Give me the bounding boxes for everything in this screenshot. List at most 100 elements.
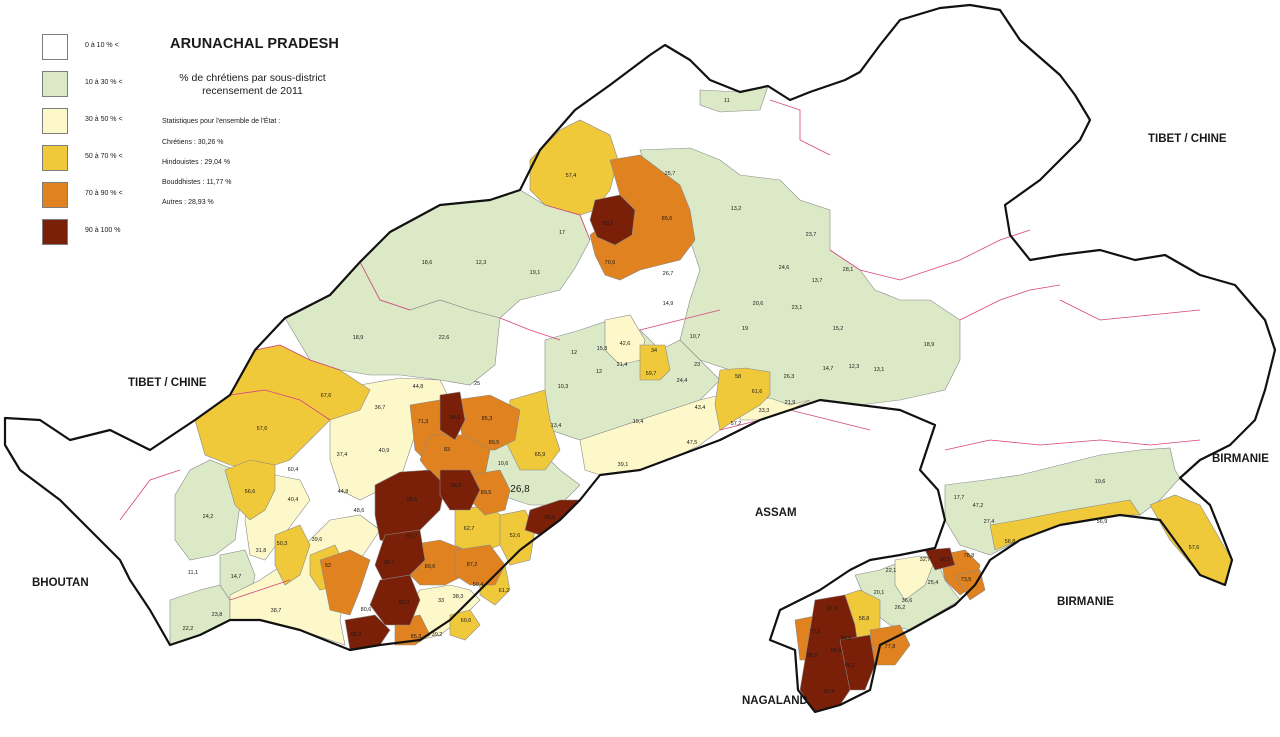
subdistrict-value: 50,3 <box>277 541 288 547</box>
subdistrict-value: 70,6 <box>605 260 616 266</box>
subdistrict-value: 93,7 <box>407 534 418 540</box>
subdistrict-value: 96,1 <box>940 557 951 563</box>
region-yellow-west2 <box>224 459 276 521</box>
subdistrict-value: 42,6 <box>620 341 631 347</box>
subdistrict-value: 62,7 <box>464 526 475 532</box>
label-assam: ASSAM <box>755 507 797 519</box>
subdistrict-value: 40,4 <box>288 497 299 503</box>
legend-swatch <box>42 182 68 208</box>
subdistrict-value: 36,6 <box>902 598 913 604</box>
subdistrict-value: 99,2 <box>351 632 362 638</box>
subdistrict-value: 56,6 <box>245 489 256 495</box>
region-yellow-north <box>529 119 619 216</box>
region-dark-c5 <box>369 574 421 626</box>
subdistrict-value: 12 <box>571 350 577 356</box>
subdistrict-value: 11 <box>724 98 730 104</box>
subdistrict-value: 44,8 <box>413 384 424 390</box>
label-bhutan: BHOUTAN <box>32 577 89 589</box>
region-yellow-far-east <box>1149 494 1233 586</box>
subdistrict-value: 13,7 <box>812 278 823 284</box>
legend-item: 70 à 90 % < <box>42 182 162 219</box>
subdistrict-value: 59,7 <box>646 371 657 377</box>
subdistrict-value: 20,1 <box>874 590 885 596</box>
label-burma-south: BIRMANIE <box>1057 596 1114 608</box>
subdistrict-value: 12 <box>596 369 602 375</box>
subdistrict-value: 25,4 <box>928 580 939 586</box>
legend-label: 30 à 50 % < <box>85 116 123 123</box>
subdistrict-value: 98,3 <box>451 483 462 489</box>
subdistrict-value: 13,1 <box>874 367 885 373</box>
subdistrict-value: 25,7 <box>665 171 676 177</box>
subdistrict-value: 39,1 <box>618 462 629 468</box>
subdistrict-value: 98,6 <box>841 636 852 642</box>
region-orange-s1 <box>319 549 371 616</box>
district-boundaries <box>119 99 1201 601</box>
subdistrict-value: 57,6 <box>1189 545 1200 551</box>
region-yellow-c4 <box>639 344 671 381</box>
subdistrict-value: 26,8 <box>510 484 530 495</box>
subdistrict-value: 19,1 <box>530 270 541 276</box>
legend: 0 à 10 % < 10 à 30 % < 30 à 50 % < 50 à … <box>42 34 162 256</box>
legend-swatch <box>42 145 68 171</box>
region-dark-s <box>344 614 391 651</box>
legend-swatch <box>42 34 68 60</box>
legend-label: 70 à 90 % < <box>85 190 123 197</box>
legend-label: 10 à 30 % < <box>85 79 123 86</box>
subdistrict-value: 18,9 <box>353 335 364 341</box>
region-dark-c2 <box>374 469 446 546</box>
subdistrict-value: 15,8 <box>597 346 608 352</box>
subdistrict-value: 23 <box>694 362 700 368</box>
subdistrict-value: 52 <box>325 563 331 569</box>
stats-heading: Statistiques pour l'ensemble de l'État : <box>162 118 281 125</box>
subdistrict-value: 27,4 <box>984 519 995 525</box>
subdistrict-value: 26,3 <box>784 374 795 380</box>
subdistrict-value: 97,3 <box>827 606 838 612</box>
subdistrict-value: 48,6 <box>354 508 365 514</box>
subdistrict-value: 96,5 <box>545 515 556 521</box>
subdistrict-value: 36,7 <box>375 405 386 411</box>
subdistrict-value: 56,8 <box>1005 539 1016 545</box>
subdistrict-value: 96,5 <box>807 653 818 659</box>
region-light-green-north-east <box>639 147 961 421</box>
subdistrict-value: 83 <box>444 447 450 453</box>
subdistrict-value: 13,2 <box>731 206 742 212</box>
subdistrict-value: 34 <box>651 348 657 354</box>
subdistrict-regions <box>169 85 1233 713</box>
subdistrict-value: 96,5 <box>407 497 418 503</box>
subdistrict-value: 22,1 <box>886 568 897 574</box>
legend-swatch <box>42 71 68 97</box>
subdistrict-value: 96,1 <box>845 663 856 669</box>
subdistrict-value: 90,2 <box>603 221 614 227</box>
subdistrict-value: 33 <box>438 598 444 604</box>
subdistrict-value: 18,9 <box>924 342 935 348</box>
subdistrict-value: 22,2 <box>183 626 194 632</box>
subdistrict-value: 92,3 <box>399 600 410 606</box>
subdistrict-value: 67,6 <box>321 393 332 399</box>
subdistrict-value: 44,8 <box>338 489 349 495</box>
subdistrict-value: 95,5 <box>831 648 842 654</box>
subdistrict-value: 21,9 <box>785 400 796 406</box>
subdistrict-value: 52,6 <box>510 533 521 539</box>
region-yellow-c3 <box>499 509 536 566</box>
subdistrict-value: 26,2 <box>895 605 906 611</box>
region-dark-c1 <box>439 391 466 441</box>
subdistrict-value: 60,4 <box>288 467 299 473</box>
subdistrict-value: 10,6 <box>498 461 509 467</box>
subdistrict-value: 31,8 <box>256 548 267 554</box>
legend-label: 0 à 10 % < <box>85 42 119 49</box>
region-pale-yellow-nag <box>894 555 936 601</box>
subdistrict-value: 77,8 <box>885 644 896 650</box>
subdistrict-value: 60,6 <box>461 618 472 624</box>
state-border <box>3 3 1277 714</box>
subdistrict-value: 23,7 <box>806 232 817 238</box>
subdistrict-value: 22,6 <box>439 335 450 341</box>
legend-item: 0 à 10 % < <box>42 34 162 71</box>
subdistrict-value: 57,2 <box>731 421 742 427</box>
label-burma-east: BIRMANIE <box>1212 453 1269 465</box>
subdistrict-value: 14,7 <box>231 574 242 580</box>
subdistrict-value: 89,6 <box>425 564 436 570</box>
subdistrict-value: 19,6 <box>1095 479 1106 485</box>
subtitle-line-2: recensement de 2011 <box>202 85 303 97</box>
subdistrict-value-labels: 11 57,4 25,7 90,2 85,6 13,2 17 23,7 18,6 12,3 19,1… <box>183 98 1200 695</box>
